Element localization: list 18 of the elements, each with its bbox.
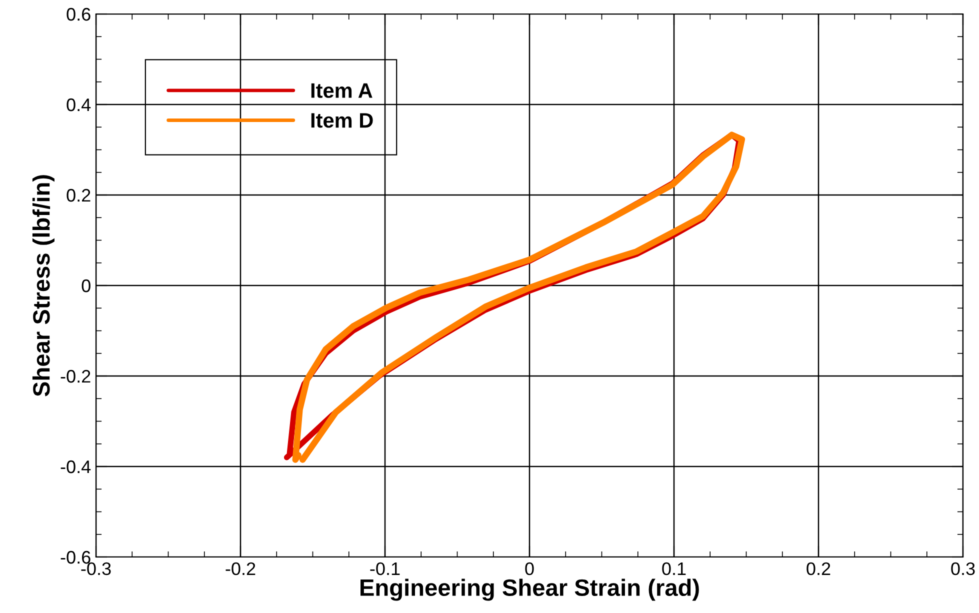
x-tick-label: 0.1 [662,562,686,576]
y-tick-label: -0.4 [60,460,91,474]
x-tick-label: -0.1 [370,562,400,576]
x-axis-title: Engineering Shear Strain (rad) [360,578,699,601]
x-tick-label: 0.3 [951,562,975,576]
x-tick-label: 0.2 [806,562,830,576]
x-tick-label: -0.2 [226,562,256,576]
text: Item D [311,113,373,128]
y-axis-title: Shear Stress (lbf/in) [32,175,54,396]
y-tick-label: 0 [82,279,90,292]
y-tick-label: 0.4 [66,98,91,112]
y-tick-label: 0.6 [66,8,90,21]
text: Item A [311,83,372,98]
y-tick-label: -0.6 [60,550,90,564]
x-tick-label: 0 [525,562,534,576]
x-tick-label: -0.3 [81,562,111,576]
y-tick-label: 0.2 [66,188,90,202]
y-tick-label: -0.2 [60,370,90,383]
